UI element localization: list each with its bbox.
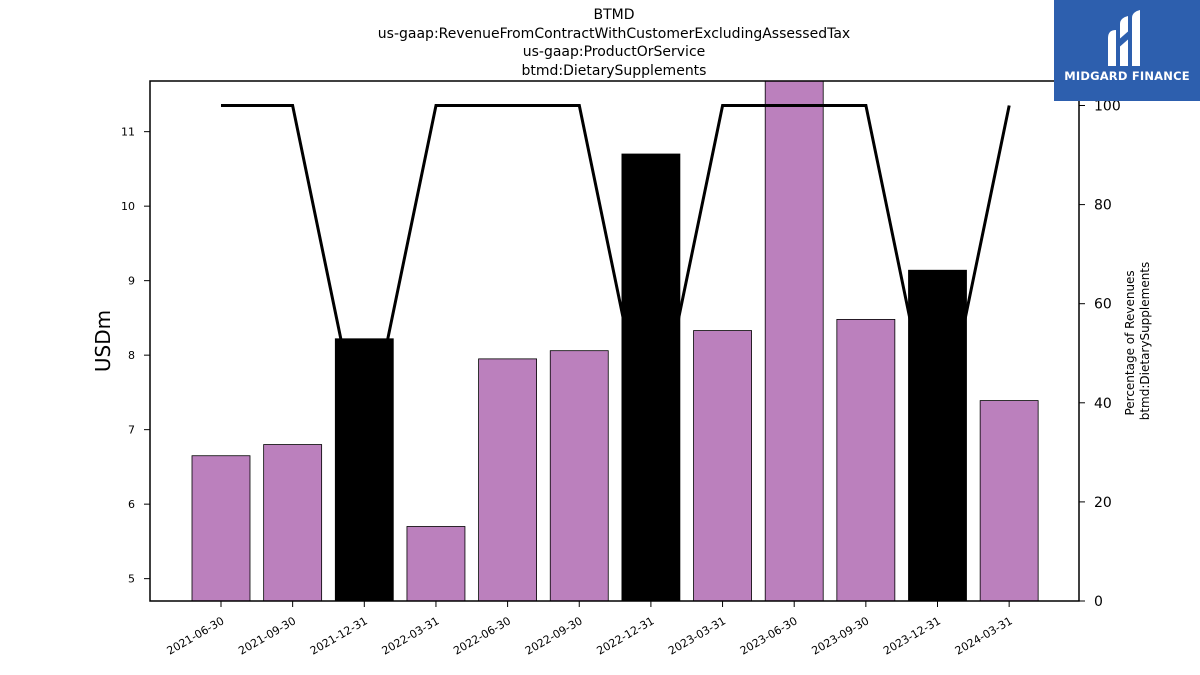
bar-series (191, 80, 1039, 602)
logo-text: MIDGARD FINANCE (1064, 69, 1190, 83)
x-axis: 2021-06-30 2021-09-30 2021-12-31 2022-03-31… (165, 601, 1015, 658)
x-tick-label-2021-12-31: 2021-12-31 (308, 614, 370, 657)
y2-tick-label-80: 80 (1094, 198, 1112, 214)
title-member: btmd:DietarySupplements (521, 62, 707, 79)
y2-axis-label: Percentage of Revenues btmd:DietarySuppl… (1123, 262, 1152, 421)
y-tick-label-7: 7 (128, 424, 135, 437)
bar-2022-12-31 (621, 153, 681, 602)
bar-2023-09-30 (836, 318, 896, 602)
x-tick-label-2024-03-31: 2024-03-31 (953, 614, 1015, 657)
x-tick-label-2021-06-30: 2021-06-30 (165, 614, 227, 657)
title-concept: us-gaap:RevenueFromContractWithCustomerE… (377, 25, 851, 42)
y-tick-label-10: 10 (121, 200, 135, 213)
x-tick-label-2023-06-30: 2023-06-30 (738, 614, 800, 657)
y2-tick-label-40: 40 (1094, 396, 1112, 412)
x-tick-label-2022-06-30: 2022-06-30 (451, 614, 513, 657)
plot-frame (149, 80, 1080, 602)
bar-2023-12-31 (908, 269, 967, 602)
bar-2021-06-30 (191, 455, 251, 602)
percentage-line (221, 104, 1011, 453)
midgard-finance-logo: MIDGARD FINANCE (1054, 0, 1200, 101)
logo-mark-icon (1108, 10, 1140, 66)
y-tick-label-6: 6 (128, 498, 135, 511)
y-axis-left: 5 6 7 8 9 10 11 (121, 126, 150, 586)
bar-2022-09-30 (549, 350, 609, 602)
x-tick-label-2023-09-30: 2023-09-30 (809, 614, 871, 657)
chart-title: BTMD us-gaap:RevenueFromContractWithCust… (114, 6, 1114, 80)
x-tick-label-2023-03-31: 2023-03-31 (666, 614, 728, 657)
title-axis: us-gaap:ProductOrService (522, 44, 706, 60)
bar-2023-03-31 (693, 330, 752, 602)
bar-2021-12-31 (334, 338, 394, 602)
x-tick-label-2022-12-31: 2022-12-31 (595, 614, 657, 657)
x-tick-label-2021-09-30: 2021-09-30 (236, 614, 298, 657)
percentage-line-series (220, 104, 1011, 453)
y2-tick-label-60: 60 (1094, 297, 1112, 313)
y2-axis-label-line-1: Percentage of Revenues (1123, 270, 1137, 415)
y-axis-label: USDm (91, 310, 115, 372)
bar-2024-03-31 (979, 400, 1039, 602)
bar-2022-03-31 (406, 526, 466, 602)
y2-tick-label-0: 0 (1094, 594, 1103, 610)
y-axis-right: 0 20 40 60 80 100 (1079, 99, 1121, 610)
y2-axis-label-line-2: btmd:DietarySupplements (1138, 262, 1152, 421)
y2-tick-label-20: 20 (1094, 495, 1112, 511)
x-tick-label-2022-03-31: 2022-03-31 (380, 614, 442, 657)
y-tick-label-5: 5 (128, 573, 135, 586)
title-ticker: BTMD (593, 7, 635, 23)
y-tick-label-11: 11 (121, 126, 135, 139)
bar-2023-06-30 (764, 80, 824, 602)
y2-tick-label-100: 100 (1094, 99, 1121, 115)
bar-2022-06-30 (478, 358, 538, 602)
y-tick-label-9: 9 (128, 275, 135, 288)
x-tick-label-2023-12-31: 2023-12-31 (881, 614, 943, 657)
y-tick-label-8: 8 (128, 349, 135, 362)
x-tick-label-2022-09-30: 2022-09-30 (523, 614, 585, 657)
bar-2021-09-30 (263, 444, 323, 602)
